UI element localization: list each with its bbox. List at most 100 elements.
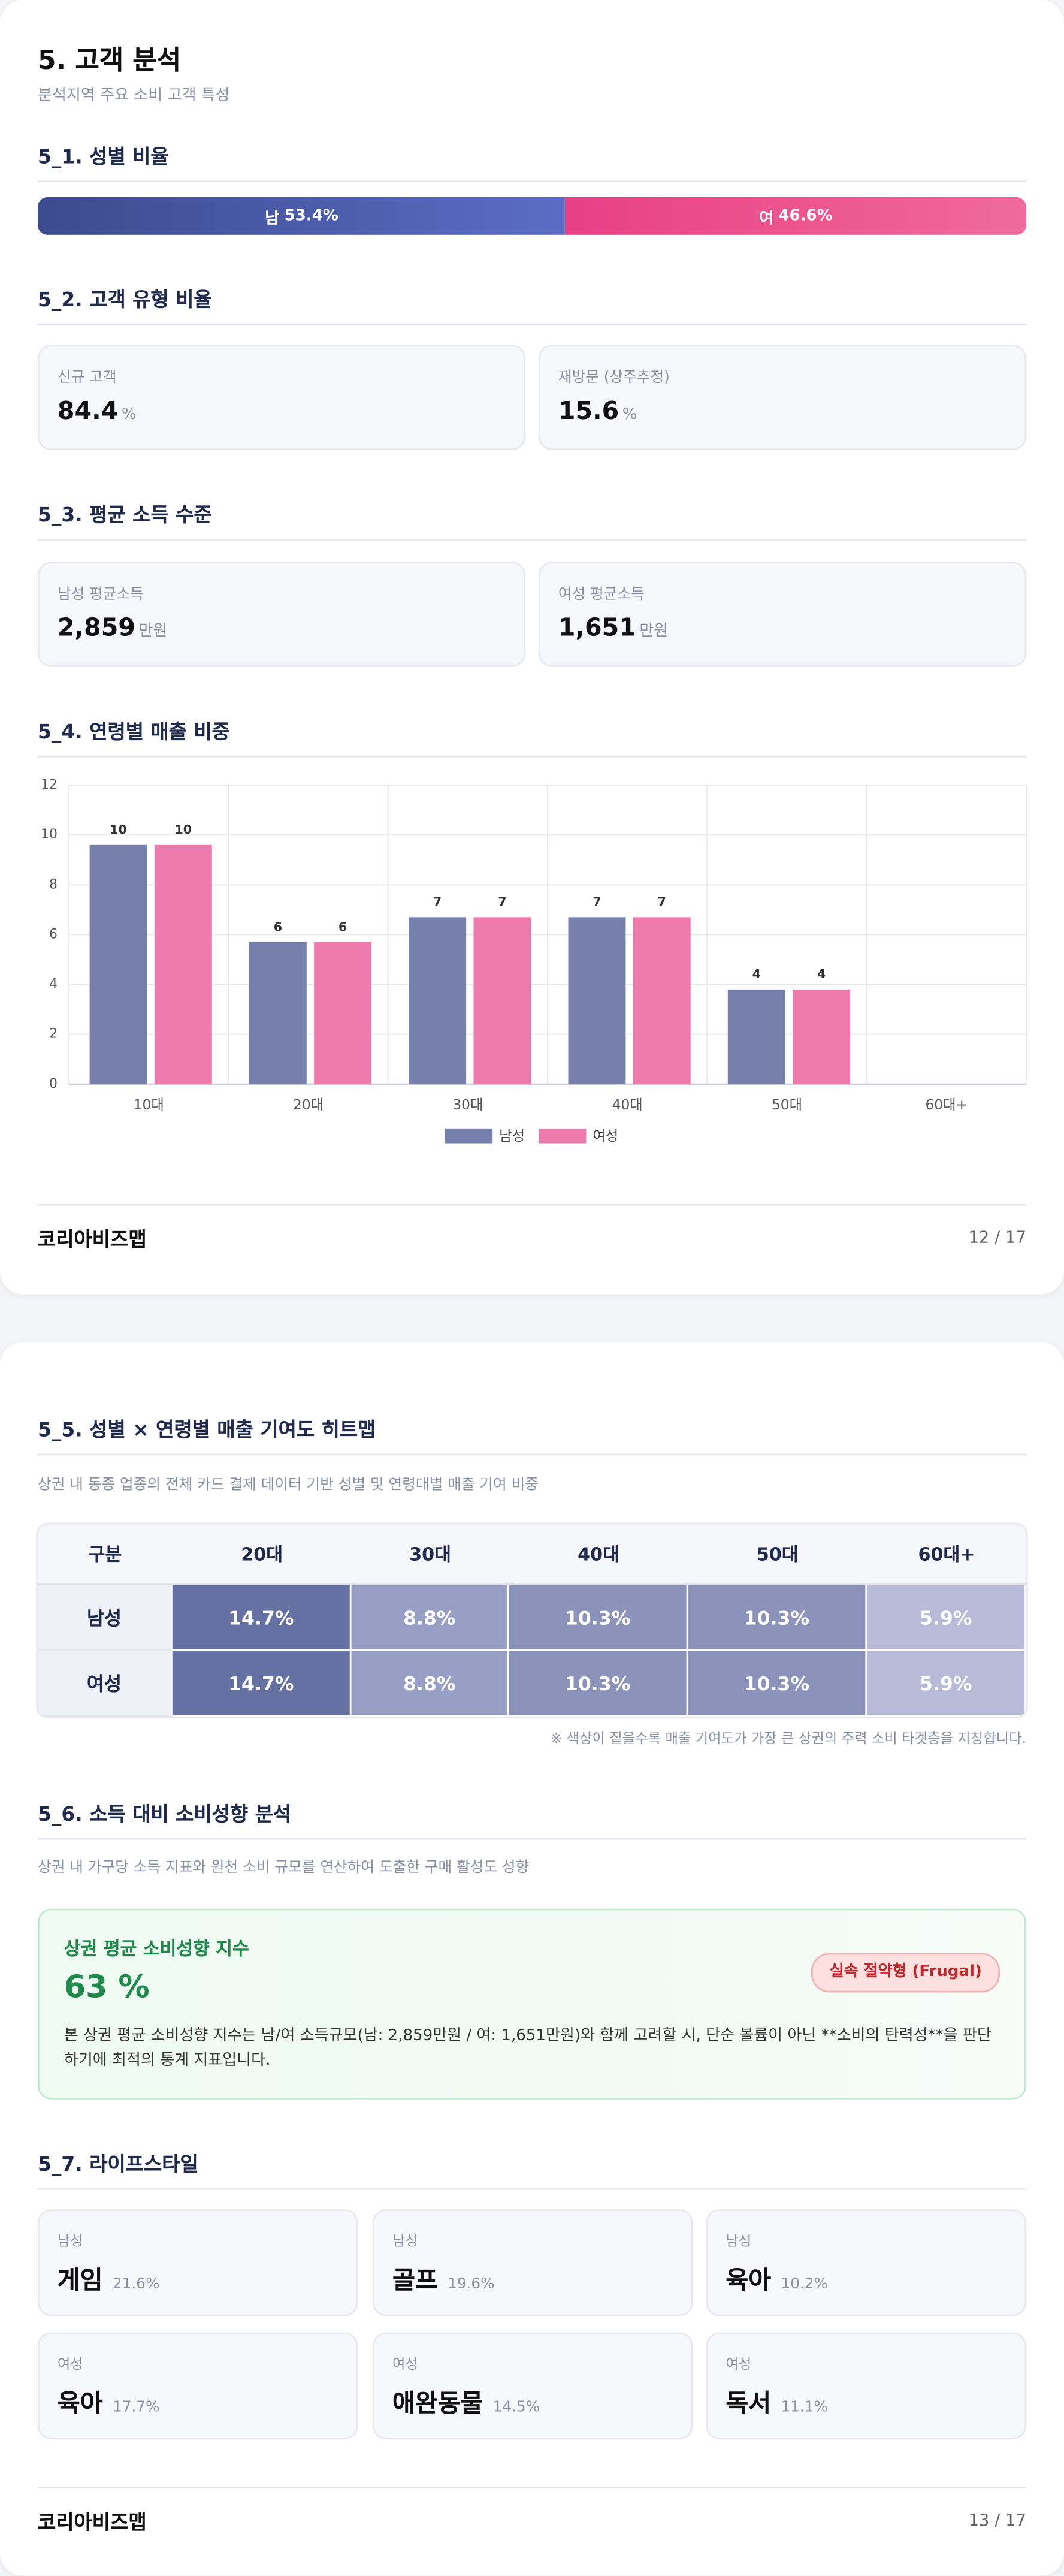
x-tick-label: 10대 <box>134 1097 164 1113</box>
stat-value: 84.4 <box>57 396 119 426</box>
y-tick-label: 4 <box>49 977 58 992</box>
stat-label: 남성 평균소득 <box>57 587 144 604</box>
value-label: 6 <box>338 919 347 934</box>
legend-label: 남성 <box>499 1128 525 1144</box>
stat-label: 신규 고객 <box>57 370 117 387</box>
legend-swatch <box>445 1128 493 1144</box>
stat-value-row: 84.4% <box>58 396 137 426</box>
lifestyle-card <box>706 2332 1026 2439</box>
table-header-cell: 구분 <box>38 1524 173 1585</box>
stat-card <box>38 562 526 667</box>
gender-value: 53.4% <box>284 207 338 225</box>
heatmap-cell: 5.9% <box>867 1585 1026 1651</box>
propensity-description: 본 상권 평균 소비성향 지수는 남/여 소득규모(남: 2,859만원 / 여… <box>64 2027 992 2070</box>
heatmap-cell: 10.3% <box>688 1651 867 1717</box>
divider <box>38 1453 1026 1456</box>
propensity-card <box>38 1908 1026 2100</box>
x-tick-label: 40대 <box>612 1097 643 1113</box>
lifestyle-name: 애완동물 <box>392 2388 483 2418</box>
lifestyle-gender: 남성 <box>57 2234 83 2251</box>
lifestyle-share: 11.1% <box>781 2400 828 2417</box>
section-subtitle: 상권 내 동종 업종의 전체 카드 결제 데이터 기반 성별 및 연령대별 매출… <box>38 1477 539 1494</box>
divider <box>38 2487 1026 2489</box>
row-header-cell: 남성 <box>38 1585 173 1651</box>
heatmap-cell: 8.8% <box>351 1651 509 1717</box>
stat-label: 재방문 (상주추정) <box>558 370 670 387</box>
section-heading: 5_3. 평균 소득 수준 <box>38 503 212 527</box>
lifestyle-row: 게임 21.6% <box>58 2262 159 2297</box>
page-subtitle: 분석지역 주요 소비 고객 특성 <box>38 87 230 105</box>
lifestyle-share: 17.7% <box>113 2400 160 2417</box>
stat-value: 15.6 <box>558 396 619 426</box>
lifestyle-card <box>38 2332 358 2439</box>
bar <box>727 989 785 1084</box>
section-subtitle: 상권 내 가구당 소득 지표와 원천 소비 규모를 연산하여 도출한 구매 활성… <box>38 1860 530 1877</box>
value-label: 10 <box>175 822 192 837</box>
stat-unit: % <box>622 405 637 424</box>
lifestyle-gender: 여성 <box>392 2357 418 2374</box>
value-label: 4 <box>817 967 826 981</box>
divider <box>38 2188 1026 2190</box>
section-heading: 5_1. 성별 비율 <box>38 145 169 168</box>
section-heading: 5_5. 성별 × 연령별 매출 기여도 히트맵 <box>38 1418 376 1441</box>
section-heading: 5_2. 고객 유형 비율 <box>38 288 212 312</box>
bar-chart: 0 2 4 6 8 10 12 10대 10 10 20대 6 6 30대 7 7 40대 7 7 50대 4 4 60대+… <box>41 777 1027 1144</box>
row-header-cell: 여성 <box>38 1651 173 1717</box>
gender-label: 남 <box>265 209 280 228</box>
value-label: 7 <box>433 895 442 909</box>
gender-label: 여 <box>759 209 774 228</box>
lifestyle-share: 21.6% <box>113 2276 160 2294</box>
lifestyle-row: 골프 19.6% <box>392 2262 494 2297</box>
footer-brand: 코리아비즈맵 <box>38 2511 147 2534</box>
stat-card <box>538 562 1026 667</box>
x-tick-label: 20대 <box>293 1097 324 1113</box>
stat-unit: 만원 <box>639 622 669 641</box>
y-tick-label: 12 <box>41 777 58 792</box>
x-tick-label: 50대 <box>772 1097 802 1113</box>
y-tick-label: 10 <box>41 827 58 842</box>
divider <box>38 538 1026 541</box>
page-number: 12 / 17 <box>968 1229 1026 1248</box>
propensity-index: 63 % <box>64 1969 150 2006</box>
legend-swatch <box>538 1128 587 1144</box>
divider <box>38 180 1026 183</box>
heatmap-cell: 10.3% <box>509 1585 688 1651</box>
stat-value-row: 1,651 만원 <box>558 613 668 642</box>
lifestyle-card <box>373 2209 693 2316</box>
gender-bar: 남 53.4% 여 46.6% <box>38 197 1026 235</box>
stat-value-row: 15.6% <box>558 396 637 426</box>
section-heading: 5_6. 소득 대비 소비성향 분석 <box>38 1802 292 1826</box>
bar <box>314 942 372 1084</box>
value-label: 4 <box>752 967 761 981</box>
divider <box>38 755 1026 758</box>
gender-segment: 남 53.4% <box>38 197 566 235</box>
heatmap-cell: 8.8% <box>351 1585 509 1651</box>
propensity-title: 상권 평균 소비성향 지수 <box>64 1938 249 1960</box>
y-tick-label: 8 <box>49 877 58 892</box>
bar <box>249 942 307 1084</box>
stat-value: 1,651 <box>558 613 636 643</box>
heatmap-cell: 14.7% <box>172 1585 352 1651</box>
stat-unit: % <box>121 405 137 424</box>
lifestyle-row: 독서 11.1% <box>726 2385 827 2420</box>
stat-value-row: 2,859 만원 <box>58 613 167 642</box>
gender-segment: 여 46.6% <box>566 197 1026 235</box>
divider <box>38 323 1026 325</box>
table-note: ※ 색상이 짙을수록 매출 기여도가 가장 큰 상권의 주력 소비 타겟층을 지… <box>550 1731 1026 1748</box>
page-number: 13 / 17 <box>968 2512 1026 2531</box>
stat-unit: 만원 <box>138 622 168 641</box>
table-header-cell: 30대 <box>351 1524 509 1585</box>
heatmap-table: 구분 20대 30대 40대 50대 60대+ 남성 14.7% 8.8% 10.3% 10.3% 5… <box>38 1524 1026 1717</box>
table-header-cell: 60대+ <box>867 1524 1026 1585</box>
stat-label: 여성 평균소득 <box>558 587 645 604</box>
stat-card <box>538 345 1026 450</box>
lifestyle-share: 10.2% <box>781 2276 828 2294</box>
value-label: 7 <box>593 895 601 909</box>
divider <box>38 1203 1026 1206</box>
bar <box>89 844 147 1084</box>
lifestyle-row: 육아 10.2% <box>726 2262 827 2297</box>
lifestyle-card <box>373 2332 693 2439</box>
